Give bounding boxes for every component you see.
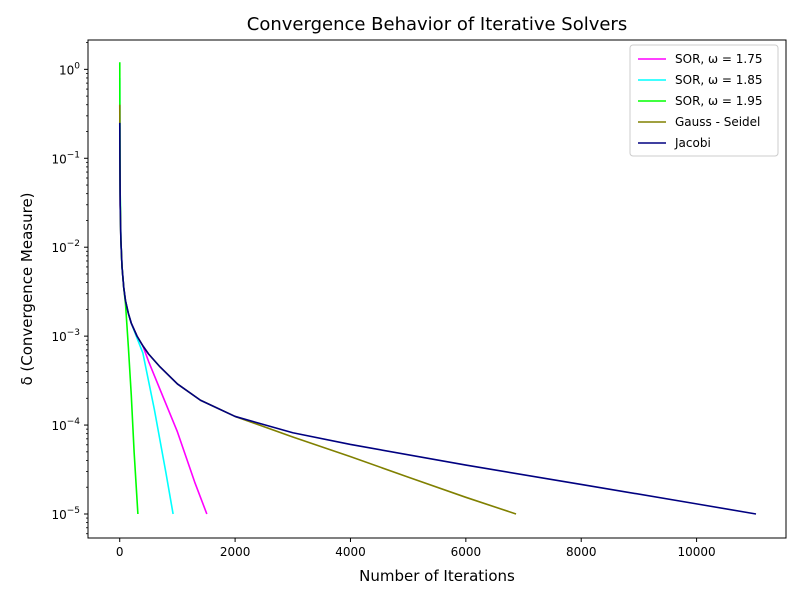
legend-label: SOR, ω = 1.85: [675, 73, 762, 87]
chart-title: Convergence Behavior of Iterative Solver…: [247, 14, 627, 35]
legend: SOR, ω = 1.75 SOR, ω = 1.85 SOR, ω = 1.95 G…: [629, 44, 779, 157]
y-tick-exponent: −3: [67, 328, 80, 338]
y-tick-base: 10: [59, 63, 74, 77]
x-tick-label: 4000: [335, 545, 366, 559]
y-tick-label: 10−1: [51, 150, 80, 166]
y-tick-label: 100: [59, 61, 80, 77]
series-line-4: [118, 122, 757, 515]
y-tick-base: 10: [51, 419, 66, 433]
y-tick-exponent: −5: [67, 506, 80, 516]
legend-box: [629, 44, 779, 157]
y-tick-exponent: −2: [67, 239, 80, 249]
y-axis-title: δ (Convergence Measure): [18, 192, 36, 385]
y-tick-base: 10: [51, 241, 66, 255]
x-axis: 0 2000 4000 6000 8000 10000: [116, 538, 716, 559]
y-tick-exponent: 0: [74, 61, 80, 71]
y-tick-base: 10: [51, 508, 66, 522]
x-tick-label: 10000: [677, 545, 715, 559]
legend-label: SOR, ω = 1.75: [675, 52, 762, 66]
y-tick-exponent: −4: [67, 417, 81, 427]
y-tick-label: 10−4: [51, 417, 80, 433]
legend-label: Gauss - Seidel: [675, 115, 760, 129]
x-axis-title: Number of Iterations: [359, 567, 515, 585]
series-layer: [118, 62, 757, 515]
y-tick-base: 10: [51, 330, 66, 344]
x-tick-label: 2000: [220, 545, 251, 559]
x-tick-label: 6000: [451, 545, 482, 559]
plot-area: [118, 62, 757, 515]
y-tick-exponent: −1: [67, 150, 80, 160]
x-tick-label: 0: [116, 545, 124, 559]
y-tick-label: 10−2: [51, 239, 80, 255]
y-tick-label: 10−3: [51, 328, 80, 344]
legend-label: SOR, ω = 1.95: [675, 94, 762, 108]
plot-frame: [87, 39, 787, 539]
y-tick-label: 10−5: [51, 506, 80, 522]
legend-label: Jacobi: [674, 136, 711, 150]
x-tick-label: 8000: [566, 545, 597, 559]
y-tick-base: 10: [51, 152, 66, 166]
